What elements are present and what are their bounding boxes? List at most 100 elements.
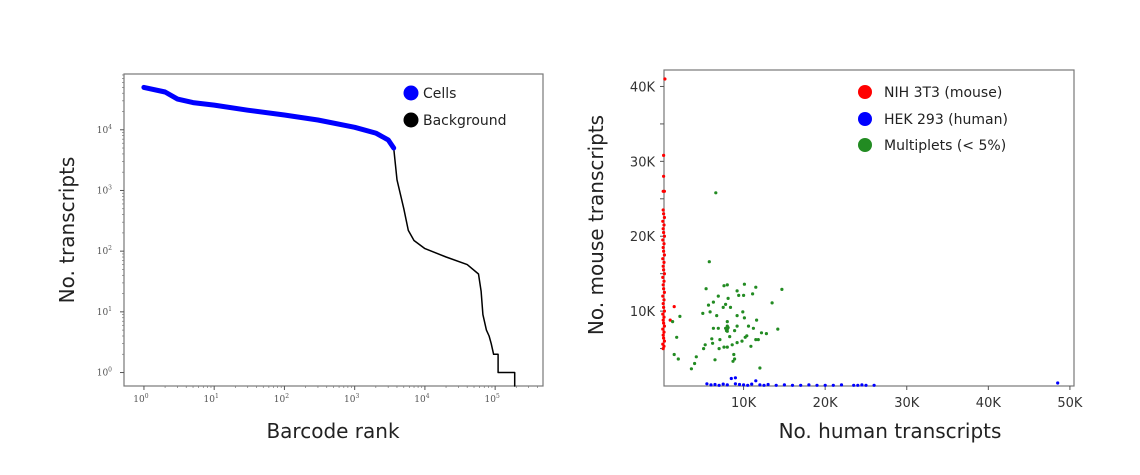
y-tick-label: 40K — [630, 80, 656, 95]
point-multiplets — [693, 361, 697, 366]
x-tick-label: 40K — [976, 396, 1002, 411]
x-tick-label: 101 — [204, 393, 219, 405]
point-nih — [661, 219, 665, 223]
point-nih — [662, 315, 666, 319]
point-multiplets — [725, 345, 729, 349]
point-multiplets — [707, 260, 711, 264]
point-nih — [662, 272, 667, 276]
species-mixing-chart: 10K 20K 30K 40K 50K 10K 20K 30K 40K NIH 3T3 (mou… — [584, 69, 1083, 443]
x-tick-exponent: 1 — [215, 393, 219, 400]
point-multiplets — [733, 357, 737, 361]
point-multiplets — [671, 320, 675, 324]
x-tick-exponent: 2 — [285, 393, 289, 400]
point-multiplets — [743, 335, 747, 339]
legend-marker-cells — [403, 85, 419, 101]
legend-label-mouse: NIH 3T3 (mouse) — [884, 85, 1002, 101]
point-hek — [733, 382, 738, 386]
point-multiplets — [751, 326, 756, 330]
point-nih — [663, 77, 667, 81]
legend-label-background: Background — [423, 113, 507, 129]
point-hek — [705, 382, 709, 386]
point-multiplets — [711, 341, 715, 345]
right-legend: NIH 3T3 (mouse) HEK 293 (human) Multiple… — [858, 85, 1008, 154]
left-y-axis-label: No. transcripts — [55, 157, 79, 304]
point-multiplets — [737, 293, 741, 297]
point-hek — [1056, 381, 1060, 385]
point-multiplets — [672, 352, 676, 357]
point-hek — [717, 383, 721, 387]
point-multiplets — [754, 285, 758, 289]
point-nih — [662, 336, 666, 340]
x-tick-label: 50K — [1057, 396, 1083, 411]
point-multiplets — [701, 311, 705, 315]
point-multiplets — [741, 310, 745, 314]
point-nih — [662, 268, 666, 272]
point-multiplets — [704, 287, 708, 291]
point-multiplets — [721, 305, 725, 309]
point-multiplets — [678, 314, 682, 318]
point-hek — [839, 383, 844, 387]
point-multiplets — [733, 329, 737, 333]
point-multiplets — [718, 338, 722, 342]
point-hek — [758, 383, 762, 387]
point-multiplets — [694, 355, 698, 359]
legend-marker-multiplets — [858, 138, 872, 152]
point-multiplets — [724, 326, 728, 330]
y-tick-exponent: 1 — [108, 306, 112, 313]
point-multiplets — [780, 287, 784, 291]
point-nih — [661, 275, 665, 279]
point-multiplets — [676, 357, 680, 361]
point-nih — [662, 321, 666, 325]
point-multiplets — [711, 326, 716, 330]
point-nih — [661, 312, 665, 316]
point-multiplets — [711, 300, 716, 304]
point-multiplets — [759, 331, 764, 335]
x-tick-exponent: 4 — [426, 393, 430, 400]
legend-label-human: HEK 293 (human) — [884, 112, 1008, 128]
point-multiplets — [756, 338, 760, 342]
x-tick-exponent: 0 — [145, 393, 149, 400]
x-tick-label: 20K — [813, 396, 839, 411]
y-tick-label: 100 — [97, 367, 112, 379]
series-line-background — [392, 147, 516, 387]
point-multiplets — [740, 339, 744, 343]
point-hek — [790, 383, 795, 387]
y-tick-label: 20K — [630, 230, 656, 245]
left-plot-frame — [123, 73, 544, 387]
point-hek — [831, 383, 835, 387]
x-tick-exponent: 3 — [355, 393, 359, 400]
point-hek — [774, 383, 778, 387]
x-tick-label: 100 — [133, 393, 148, 405]
legend-marker-background — [403, 112, 419, 128]
point-nih — [662, 212, 666, 216]
right-y-axis-label: No. mouse transcripts — [584, 115, 608, 335]
right-x-axis-label: No. human transcripts — [779, 419, 1002, 443]
point-multiplets — [675, 335, 679, 339]
point-hek — [799, 383, 803, 387]
point-nih — [662, 339, 667, 343]
point-multiplets — [714, 191, 718, 195]
point-multiplets — [716, 294, 720, 298]
point-nih — [662, 189, 667, 193]
point-multiplets — [770, 301, 774, 305]
point-hek — [709, 383, 713, 387]
point-multiplets — [726, 296, 730, 300]
point-multiplets — [715, 314, 719, 318]
point-multiplets — [735, 289, 739, 293]
point-nih — [661, 257, 665, 261]
point-nih — [662, 309, 667, 313]
point-hek — [823, 383, 827, 387]
point-multiplets — [722, 284, 726, 288]
point-nih — [662, 253, 667, 257]
y-tick-label: 104 — [97, 124, 112, 136]
point-multiplets — [728, 335, 732, 339]
point-hek — [729, 376, 733, 381]
point-multiplets — [689, 367, 694, 371]
point-hek — [782, 383, 787, 387]
point-multiplets — [755, 318, 759, 322]
point-multiplets — [710, 337, 714, 341]
point-multiplets — [742, 293, 746, 297]
y-tick-exponent: 2 — [108, 245, 112, 252]
point-nih — [662, 324, 667, 328]
